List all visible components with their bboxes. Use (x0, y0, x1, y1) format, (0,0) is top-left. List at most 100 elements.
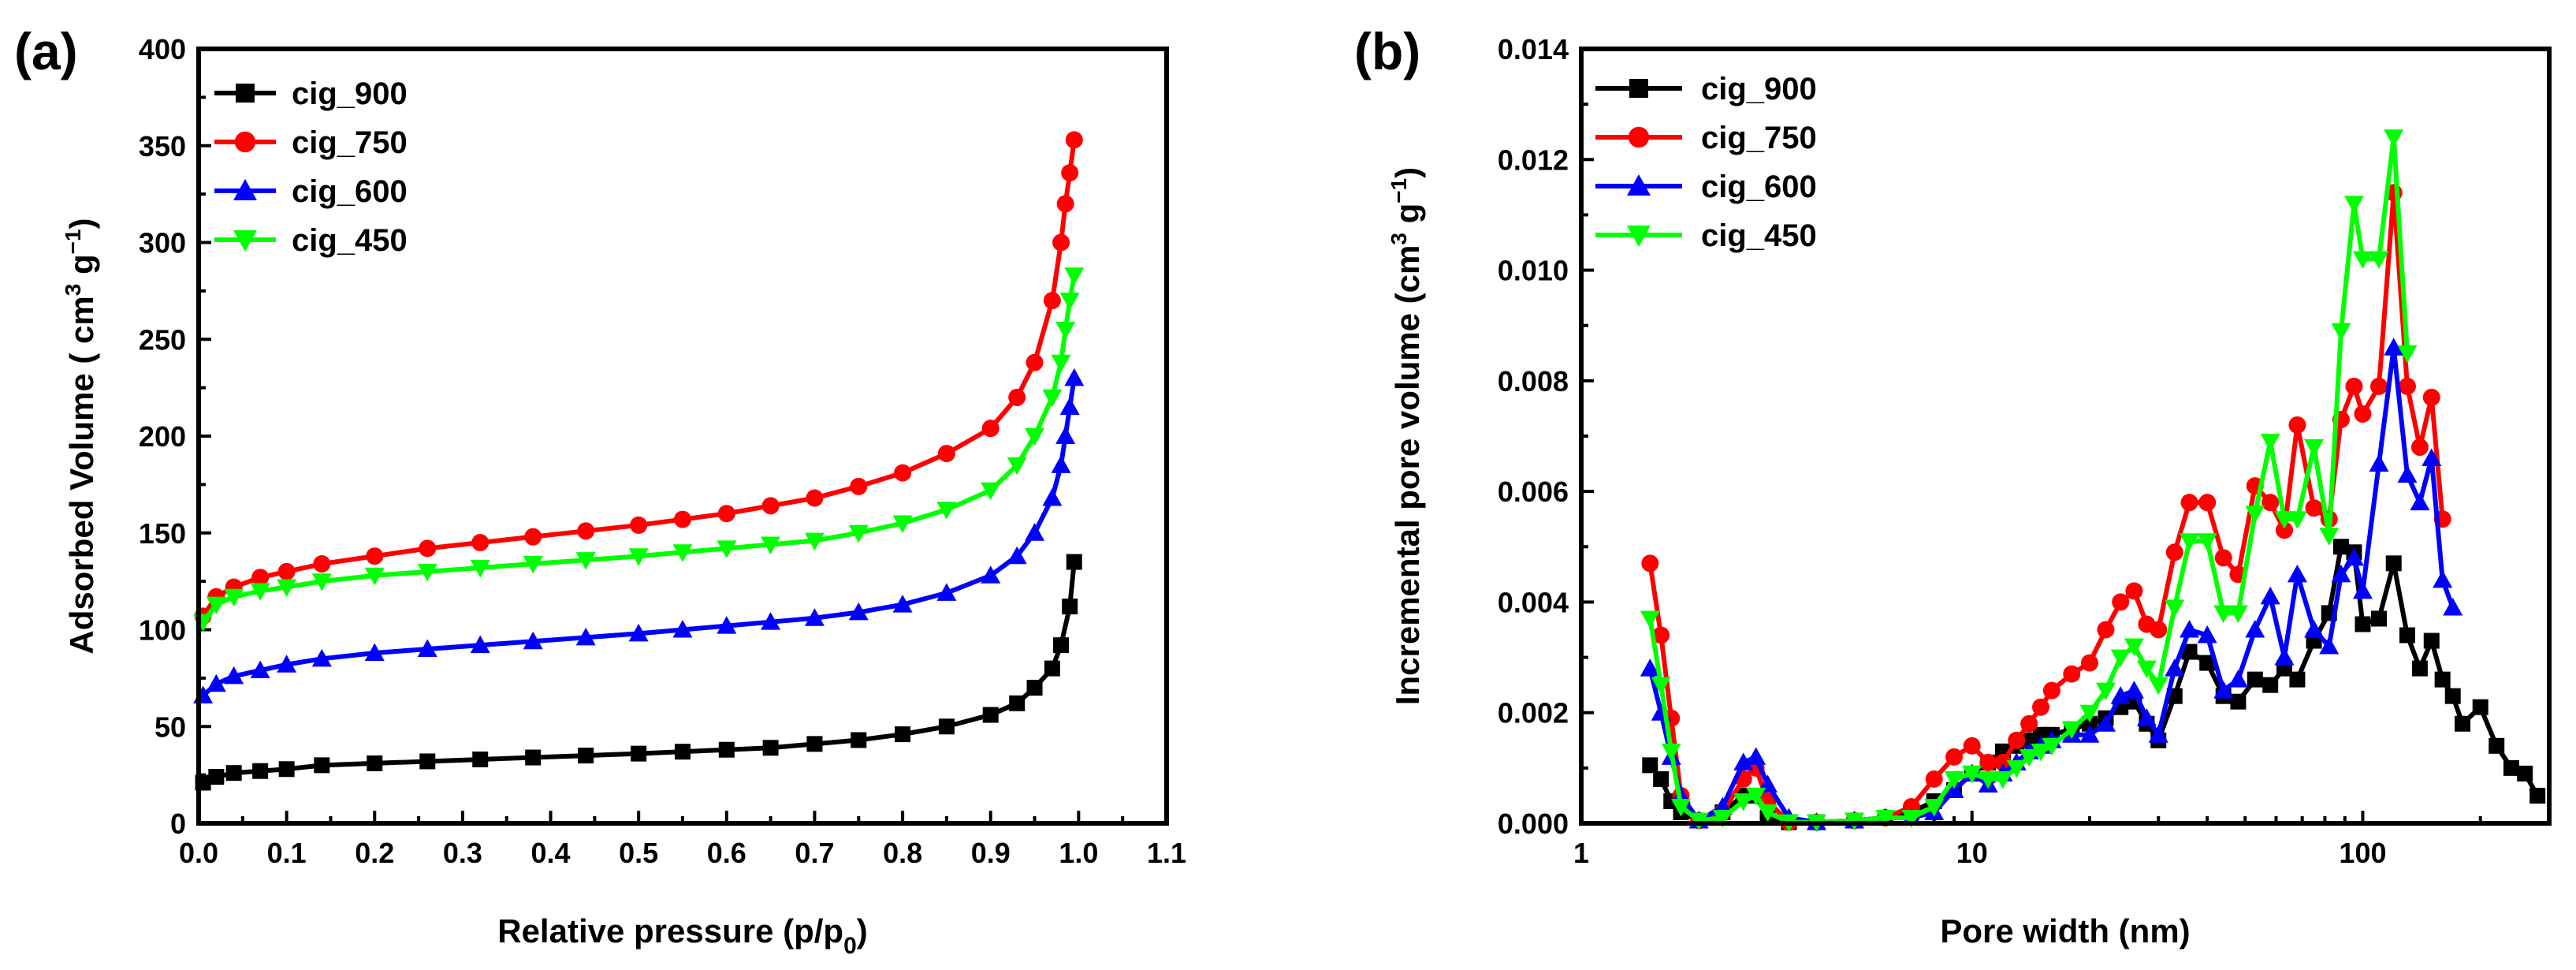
panel-b-point-cig_750 (2032, 698, 2050, 716)
panel-b-point-cig_450 (2061, 721, 2082, 740)
panel-b-point-cig_750 (2214, 549, 2232, 567)
panel-b-y-tick-label: 0.002 (1498, 697, 1569, 729)
panel-a-point-cig_450 (277, 579, 297, 597)
panel-a-point-cig_900 (895, 726, 911, 743)
panel-b-point-cig_600 (1640, 658, 1660, 677)
panel-a-y-tick-label: 150 (139, 517, 186, 550)
panel-a-x-tick-label: 0.7 (795, 837, 834, 869)
panel-a-x-tick-label: 0.4 (531, 837, 571, 869)
panel-a-point-cig_750 (1026, 353, 1044, 371)
panel-b-point-cig_750 (2165, 543, 2183, 561)
panel-b-point-cig_750 (1945, 748, 1964, 766)
panel-a-y-tick-label: 300 (139, 227, 186, 259)
panel-a-point-cig_600 (672, 620, 693, 638)
panel-b-point-cig_450 (1746, 787, 1766, 806)
panel-b-point-cig_750 (1993, 753, 2012, 771)
panel-a-point-cig_750 (419, 539, 437, 558)
panel-a-point-cig_750 (1065, 131, 1083, 149)
panel-b-y-tick-label: 0.012 (1498, 144, 1569, 176)
panel-a-y-label-sup2: −1 (61, 229, 85, 254)
panel-a-point-cig_900 (1062, 599, 1078, 615)
panel-a-ticks: 0.0 0.1 0.2 0.3 0.4 0.5 0.6 0.7 0.8 0.9 1.0 1.1 0 50 1… (139, 33, 1186, 869)
panel-a-point-cig_450 (936, 502, 957, 520)
panel-b-series-cig_450 (1640, 129, 2418, 833)
panel-a-point-cig_450 (224, 588, 244, 607)
panel-a-point-cig_600 (936, 583, 957, 601)
panel-a-legend-marker (233, 179, 257, 200)
panel-b-point-cig_450 (2384, 129, 2404, 147)
panel-b-point-cig_450 (2165, 599, 2185, 617)
panel-a-point-cig_600 (1025, 523, 1045, 541)
panel-a-point-cig_450 (848, 524, 869, 543)
panel-b-point-cig_600 (2331, 564, 2351, 583)
panel-b-point-cig_450 (2079, 704, 2100, 723)
panel-b-point-cig_600 (2260, 586, 2280, 605)
panel-a-point-cig_750 (251, 569, 270, 587)
panel-a-point-cig_750 (1061, 164, 1079, 182)
panel-a-point-cig_900 (472, 751, 489, 767)
panel-b-point-cig_600 (2213, 681, 2234, 699)
panel-b-pore-size-distribution: (b) 1 10 100 0.000 0.002 0.004 0.006 0.008 0.010… (1354, 22, 2552, 949)
panel-a-point-cig_600 (761, 612, 781, 630)
panel-b-point-cig_750 (2080, 654, 2098, 672)
panel-b-point-cig_450 (1962, 765, 1982, 784)
panel-b-point-cig_450 (2110, 649, 2131, 668)
panel-a-x-label-sub: 0 (843, 933, 857, 959)
panel-b-point-cig_450 (2095, 682, 2116, 701)
panel-b-point-cig_450 (1671, 798, 1692, 817)
panel-b-point-cig_450 (1924, 798, 1945, 817)
panel-a-point-cig_450 (761, 536, 781, 554)
panel-b-point-cig_450 (2031, 743, 2051, 762)
panel-a-point-cig_750 (937, 445, 955, 463)
panel-a-point-cig_450 (311, 573, 332, 591)
panel-a-point-cig_450 (523, 556, 543, 574)
panel-b-point-cig_900 (2489, 737, 2505, 754)
panel-b-point-cig_750 (2305, 499, 2323, 517)
panel-b-point-cig_450 (2197, 533, 2217, 551)
panel-b-point-cig_600 (2384, 338, 2404, 356)
panel-a-y-label-end: ) (63, 218, 100, 229)
panel-b-point-cig_600 (2343, 547, 2364, 566)
panel-b-point-cig_900 (2289, 671, 2306, 688)
panel-b-point-cig_450 (2228, 605, 2248, 623)
panel-a-point-cig_900 (225, 765, 242, 782)
panel-b-point-cig_900 (2455, 715, 2471, 732)
panel-b-point-cig_600 (2148, 725, 2168, 743)
panel-a-y-axis-label: Adsorbed Volume ( cm3 g−1) (61, 218, 100, 654)
panel-a-point-cig_450 (1007, 457, 1027, 476)
panel-b-plot-frame (1579, 47, 2552, 826)
panel-a-x-tick-label: 0.5 (619, 837, 658, 869)
panel-a-point-cig_750 (717, 505, 735, 523)
panel-b-legend-marker (1629, 79, 1648, 98)
panel-a-point-cig_900 (982, 707, 999, 723)
panel-a-y-label-main: Adsorbed Volume ( cm (63, 296, 100, 654)
panel-a-x-tick-label: 1.0 (1059, 837, 1098, 869)
panel-b-point-cig_450 (2260, 434, 2280, 452)
panel-b-point-cig_450 (2180, 533, 2200, 551)
panel-a-point-cig_600 (250, 660, 270, 679)
panel-b-y-tick-label: 0.010 (1498, 255, 1569, 287)
panel-a-point-cig_900 (762, 740, 779, 756)
panel-b-point-cig_900 (2399, 627, 2415, 644)
panel-b-x-tick-label: 100 (2339, 837, 2386, 869)
panel-b-x-tick-label: 10 (1956, 837, 1988, 869)
panel-b-letter: (b) (1354, 22, 1420, 80)
panel-a-legend-label: cig_900 (292, 76, 408, 111)
panel-b-point-cig_900 (2434, 671, 2451, 688)
panel-a-point-cig_900 (1044, 660, 1060, 677)
panel-a-adsorption-isotherm: (a) 0.0 0.1 0.2 0.3 0.4 0.5 0.6 0.7 0.8 0.9 1.0 1.1… (14, 22, 1186, 959)
panel-a-point-cig_750 (277, 562, 296, 580)
panel-b-point-cig_450 (1640, 610, 1660, 629)
panel-b-point-cig_450 (2397, 345, 2418, 364)
panel-a-legend-label: cig_750 (292, 125, 408, 160)
panel-a-series (193, 131, 1085, 791)
panel-a-point-cig_600 (575, 627, 596, 646)
panel-a-point-cig_450 (1025, 428, 1045, 446)
panel-b-point-cig_750 (2125, 582, 2143, 600)
panel-b-point-cig_750 (2112, 593, 2130, 611)
panel-b-point-cig_600 (2180, 620, 2200, 638)
panel-b-point-cig_600 (2165, 658, 2185, 677)
panel-b-point-cig_450 (1661, 743, 1681, 762)
panel-a-point-cig_450 (892, 515, 913, 533)
